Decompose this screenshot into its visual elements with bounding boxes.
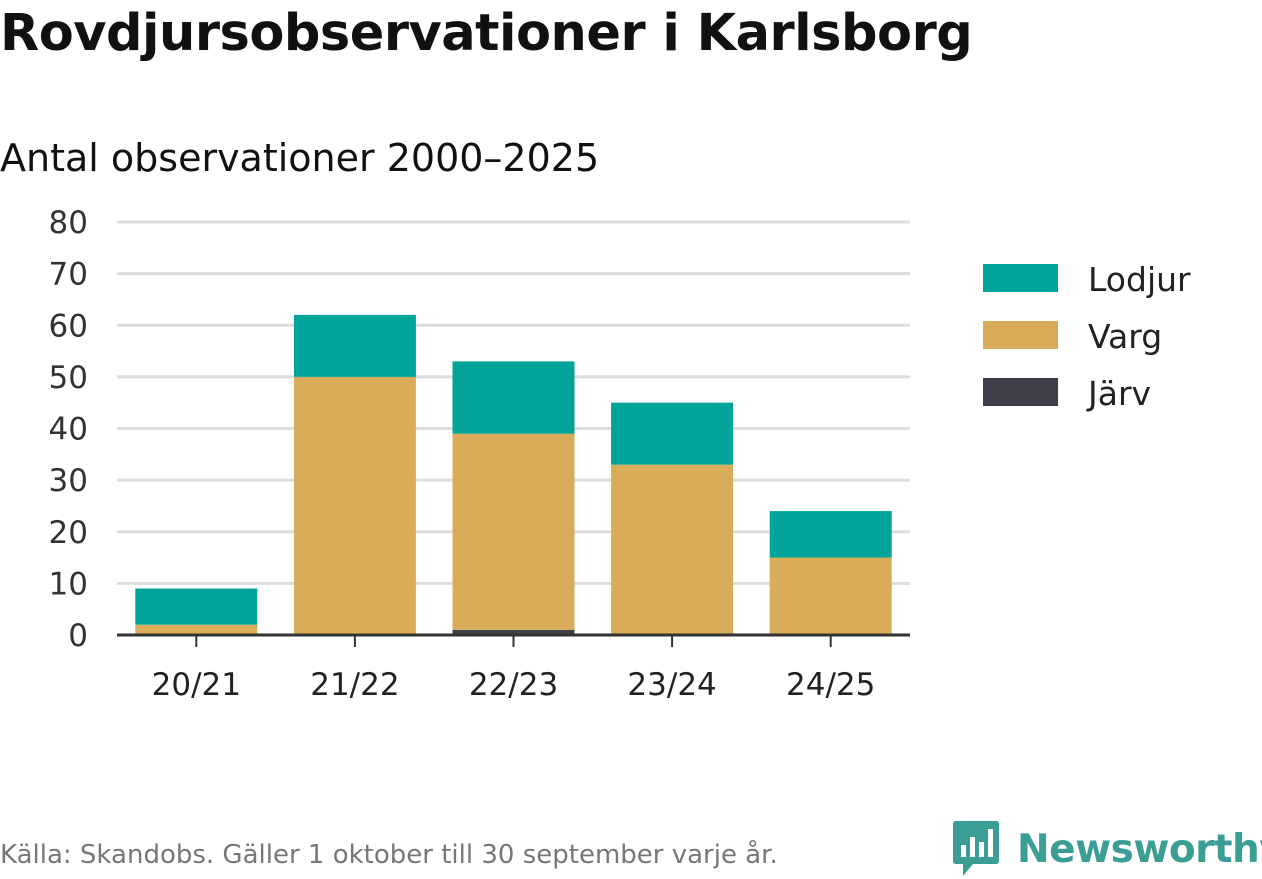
y-tick-label: 80 xyxy=(49,205,88,241)
y-tick-label: 20 xyxy=(49,515,88,551)
source-note: Källa: Skandobs. Gäller 1 oktober till 3… xyxy=(0,840,778,870)
chart-subtitle: Antal observationer 2000–2025 xyxy=(0,136,600,180)
y-tick-label: 0 xyxy=(68,618,88,654)
y-axis-ticks: 0 10 20 30 40 50 60 70 80 xyxy=(49,205,88,654)
y-tick-label: 60 xyxy=(49,308,88,344)
y-tick-label: 10 xyxy=(49,566,88,602)
brand-name: Newsworthy xyxy=(1017,826,1262,872)
bar-segment-jarv xyxy=(452,629,575,635)
bar-chart: 0 10 20 30 40 50 60 70 80 20/21 21/22 22/23 23/24 24… xyxy=(49,205,1191,703)
y-tick-label: 40 xyxy=(49,412,88,448)
legend-label-varg: Varg xyxy=(1088,317,1162,356)
newsworthy-logo-icon xyxy=(953,821,999,876)
bar-segment-lodjur xyxy=(452,361,575,434)
legend-swatch-jarv xyxy=(983,378,1058,406)
bar-segment-varg xyxy=(135,624,258,635)
legend: Lodjur Varg Järv xyxy=(983,260,1191,413)
bar-segment-varg xyxy=(293,376,416,635)
x-tick-label: 21/22 xyxy=(310,667,399,703)
legend-swatch-varg xyxy=(983,321,1058,349)
bar-segment-lodjur xyxy=(769,511,892,558)
x-axis xyxy=(117,633,910,647)
x-tick-label: 20/21 xyxy=(152,667,241,703)
legend-label-lodjur: Lodjur xyxy=(1088,260,1191,299)
bar-segment-lodjur xyxy=(135,588,258,625)
y-tick-label: 70 xyxy=(49,257,88,293)
bar-segment-varg xyxy=(452,433,575,630)
legend-label-jarv: Järv xyxy=(1086,374,1151,413)
x-tick-label: 22/23 xyxy=(469,667,558,703)
bar-segment-lodjur xyxy=(611,402,734,465)
brand-badge: Newsworthy xyxy=(951,819,1262,879)
bar-segment-varg xyxy=(769,557,892,635)
legend-swatch-lodjur xyxy=(983,264,1058,292)
x-tick-label: 24/25 xyxy=(786,667,875,703)
y-tick-label: 50 xyxy=(49,360,88,396)
bar-segment-lodjur xyxy=(293,314,416,377)
bars xyxy=(135,314,892,635)
x-axis-ticks: 20/21 21/22 22/23 23/24 24/25 xyxy=(152,667,876,703)
bar-segment-varg xyxy=(611,464,734,635)
y-tick-label: 30 xyxy=(49,463,88,499)
x-tick-label: 23/24 xyxy=(627,667,716,703)
chart-title: Rovdjursobservationer i Karlsborg xyxy=(0,4,973,63)
